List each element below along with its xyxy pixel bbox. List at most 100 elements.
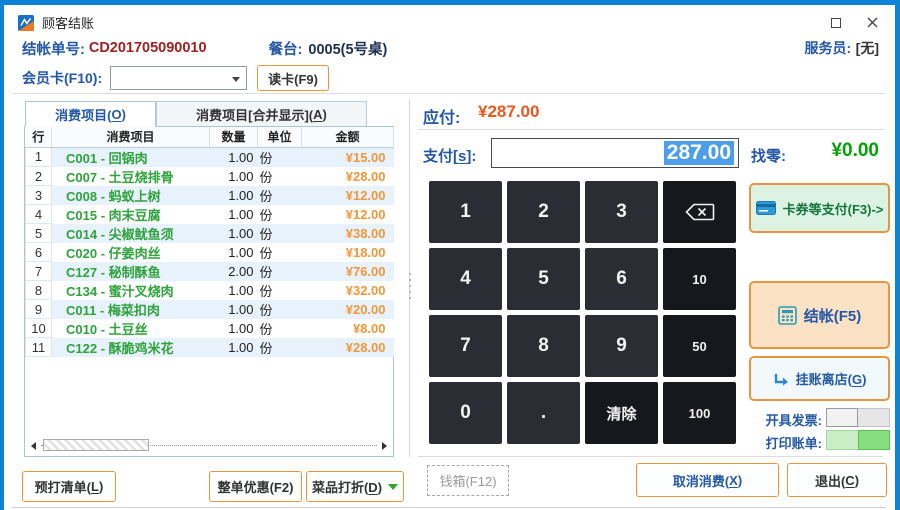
column-header: 单位 bbox=[257, 127, 302, 148]
settle-button[interactable]: 结帐(F5) bbox=[749, 281, 890, 349]
splitter-handle[interactable] bbox=[406, 273, 413, 299]
table-row[interactable]: 3 C008 - 蚂蚁上树 1.00 份 ¥12.00 bbox=[25, 185, 394, 205]
member-card-combobox[interactable] bbox=[110, 66, 248, 90]
key-3[interactable]: 3 bbox=[585, 181, 658, 243]
maximize-icon bbox=[831, 17, 841, 28]
cell-amount: ¥12.00 bbox=[345, 187, 386, 203]
invoice-toggle[interactable] bbox=[826, 408, 890, 427]
table-row[interactable]: 6 C020 - 仔姜肉丝 1.00 份 ¥18.00 bbox=[25, 242, 394, 262]
table-row[interactable]: 11 C122 - 酥脆鸡米花 1.00 份 ¥28.00 bbox=[25, 337, 394, 357]
table-row[interactable]: 10 C010 - 土豆丝 1.00 份 ¥8.00 bbox=[25, 318, 394, 338]
cell-amount: ¥38.00 bbox=[345, 225, 386, 241]
key-6[interactable]: 6 bbox=[585, 248, 658, 310]
waiter-value: [无] bbox=[855, 40, 879, 56]
column-header: 行 bbox=[25, 127, 52, 148]
charge-account-arrow-icon bbox=[774, 373, 788, 385]
settle-label: 结帐(F5) bbox=[803, 307, 862, 325]
table-row[interactable]: 2 C007 - 土豆烧排骨 1.00 份 ¥28.00 bbox=[25, 166, 394, 186]
scrollbar-track[interactable] bbox=[41, 445, 377, 446]
dropdown-arrow-icon bbox=[388, 483, 399, 490]
backspace-icon bbox=[684, 203, 714, 221]
window-title: 顾客结账 bbox=[42, 16, 95, 31]
key-100[interactable]: 100 bbox=[663, 382, 736, 444]
cell-amount: ¥32.00 bbox=[345, 282, 386, 298]
payment-divider bbox=[418, 129, 883, 130]
cell-unit: 份 bbox=[259, 302, 273, 318]
scroll-left-icon[interactable] bbox=[31, 442, 36, 450]
key-7[interactable]: 7 bbox=[429, 315, 502, 377]
cell-qty: 1.00 bbox=[228, 339, 254, 355]
table-row[interactable]: 5 C014 - 尖椒鱿鱼须 1.00 份 ¥38.00 bbox=[25, 223, 394, 243]
pay-amount-input[interactable]: 287.00 bbox=[491, 138, 739, 168]
table-row[interactable]: 4 C015 - 肉末豆腐 1.00 份 ¥12.00 bbox=[25, 204, 394, 224]
toggle-knob bbox=[858, 430, 890, 450]
table-row[interactable]: 9 C011 - 梅菜扣肉 1.00 份 ¥20.00 bbox=[25, 299, 394, 319]
table-row[interactable]: 7 C127 - 秘制酥鱼 2.00 份 ¥76.00 bbox=[25, 261, 394, 281]
dish-discount-button[interactable]: 菜品打折(D) bbox=[306, 471, 404, 502]
cell-no: 7 bbox=[25, 261, 52, 281]
close-icon bbox=[867, 17, 877, 28]
preprint-list-button[interactable]: 预打清单(L) bbox=[22, 471, 116, 502]
key-clear[interactable]: 清除 bbox=[585, 382, 658, 444]
cell-item: C014 - 尖椒鱿鱼须 bbox=[66, 226, 174, 242]
bill-no-label: 结帐单号: bbox=[22, 41, 85, 58]
exit-button[interactable]: 退出(C) bbox=[787, 463, 887, 497]
cell-qty: 1.00 bbox=[228, 206, 254, 222]
key-8[interactable]: 8 bbox=[507, 315, 580, 377]
cell-unit: 份 bbox=[259, 150, 273, 166]
whole-order-discount-button[interactable]: 整单优惠(F2) bbox=[209, 471, 302, 502]
key-0[interactable]: 0 bbox=[429, 382, 502, 444]
credit-leave-button[interactable]: 挂账离店(G) bbox=[749, 356, 890, 401]
waiter-label: 服务员: bbox=[804, 40, 852, 56]
table-row[interactable]: 1 C001 - 回锅肉 1.00 份 ¥15.00 bbox=[25, 146, 394, 167]
key-50[interactable]: 50 bbox=[663, 315, 736, 377]
key-2[interactable]: 2 bbox=[507, 181, 580, 243]
cell-qty: 1.00 bbox=[228, 282, 254, 298]
tab-items[interactable]: 消费项目(O) bbox=[25, 101, 156, 127]
close-button[interactable] bbox=[854, 10, 890, 35]
key-4[interactable]: 4 bbox=[429, 248, 502, 310]
chevron-down-icon bbox=[232, 77, 241, 82]
read-card-button[interactable]: 读卡(F9) bbox=[257, 65, 329, 91]
toggle-track bbox=[858, 408, 890, 427]
scrollbar-thumb[interactable] bbox=[43, 439, 149, 451]
print-bill-toggle[interactable] bbox=[826, 430, 890, 450]
coupon-pay-button[interactable]: 卡券等支付(F3)-> bbox=[749, 183, 890, 233]
cell-unit: 份 bbox=[259, 188, 273, 204]
cell-qty: 1.00 bbox=[228, 225, 254, 241]
app-logo-icon bbox=[18, 14, 34, 31]
header-row-1: 结帐单号: CD201705090010 餐台: 0005(5号桌) 服务员: … bbox=[22, 38, 879, 58]
key-10[interactable]: 10 bbox=[663, 248, 736, 310]
cell-qty: 2.00 bbox=[228, 263, 254, 279]
key-9[interactable]: 9 bbox=[585, 315, 658, 377]
bill-no-value: CD201705090010 bbox=[88, 40, 207, 56]
cell-qty: 1.00 bbox=[228, 301, 254, 317]
cell-item: C134 - 蜜汁叉烧肉 bbox=[66, 283, 174, 299]
cell-amount: ¥15.00 bbox=[345, 149, 386, 165]
cell-amount: ¥8.00 bbox=[352, 320, 386, 336]
key-5[interactable]: 5 bbox=[507, 248, 580, 310]
horizontal-scrollbar bbox=[29, 439, 389, 452]
right-panel-divider bbox=[418, 456, 883, 457]
key-backspace[interactable] bbox=[663, 181, 736, 243]
cell-no: 6 bbox=[25, 242, 52, 262]
tab-items-merged[interactable]: 消费项目[合并显示](A) bbox=[156, 101, 367, 127]
cell-no: 11 bbox=[25, 337, 52, 357]
cell-no: 3 bbox=[25, 185, 52, 205]
calculator-icon bbox=[777, 305, 797, 325]
cell-no: 9 bbox=[25, 299, 52, 319]
table-value: 0005(5号桌) bbox=[308, 41, 388, 58]
pay-amount-value: 287.00 bbox=[663, 141, 734, 165]
key-.[interactable]: . bbox=[507, 382, 580, 444]
cell-unit: 份 bbox=[259, 169, 273, 185]
cell-no: 8 bbox=[25, 280, 52, 300]
cancel-order-button[interactable]: 取消消费(X) bbox=[636, 463, 779, 497]
cell-no: 10 bbox=[25, 318, 52, 338]
table-row[interactable]: 8 C134 - 蜜汁叉烧肉 1.00 份 ¥32.00 bbox=[25, 280, 394, 300]
titlebar: 顾客结账 bbox=[8, 10, 890, 35]
scroll-right-icon[interactable] bbox=[382, 442, 387, 450]
cell-item: C122 - 酥脆鸡米花 bbox=[66, 340, 174, 356]
cell-amount: ¥12.00 bbox=[345, 206, 386, 222]
maximize-button[interactable] bbox=[818, 10, 854, 35]
key-1[interactable]: 1 bbox=[429, 181, 502, 243]
